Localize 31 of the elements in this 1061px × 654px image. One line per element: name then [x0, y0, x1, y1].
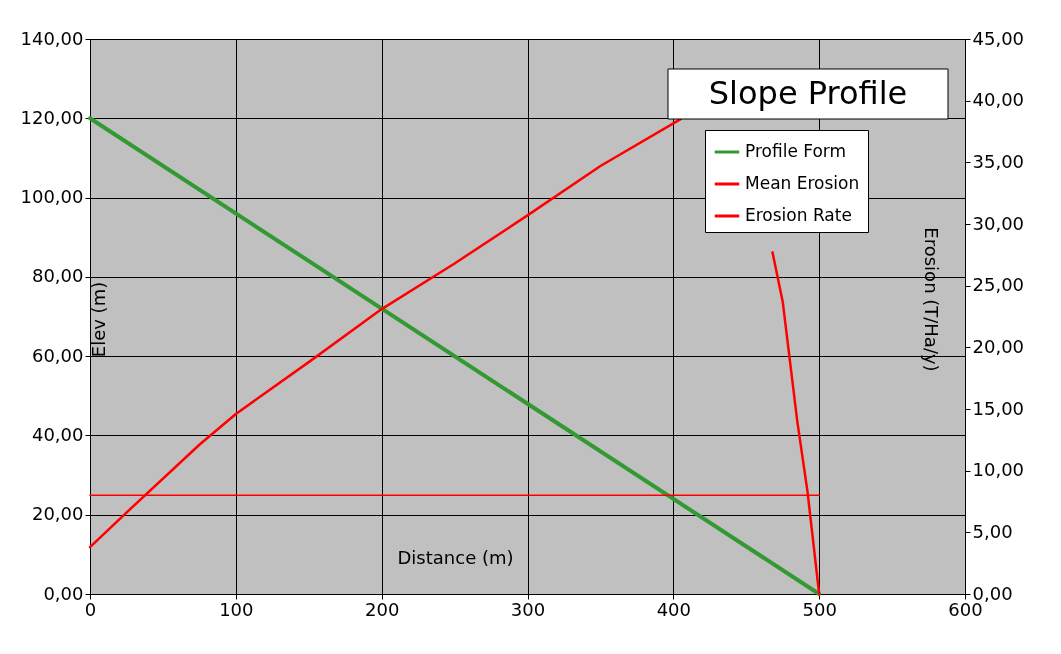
x-tick-label: 200 — [364, 598, 400, 620]
y2-tick-label: 0,00 — [972, 582, 1013, 604]
y2-tick-label: 30,00 — [972, 212, 1025, 234]
x-tick-label: 300 — [510, 598, 546, 620]
legend-label: Profile Form — [745, 141, 847, 161]
x-axis-title: Distance (m) — [397, 546, 514, 568]
y2-tick-label: 40,00 — [972, 89, 1025, 111]
x-tick-label: 0 — [84, 598, 97, 620]
y2-tick-label: 25,00 — [972, 274, 1025, 296]
x-tick-label: 400 — [656, 598, 692, 620]
y-tick-label: 40,00 — [31, 423, 84, 445]
x-tick-label: 500 — [802, 598, 837, 620]
y-tick-label: 20,00 — [31, 503, 84, 525]
y-tick-label: 80,00 — [31, 265, 84, 287]
y2-tick-label: 20,00 — [972, 335, 1025, 357]
y-axis-title: Elev (m) — [87, 281, 109, 358]
y2-tick-label: 45,00 — [972, 27, 1025, 49]
y-tick-label: 100,00 — [20, 186, 84, 208]
x-tick-label: 100 — [219, 598, 254, 620]
legend-label: Mean Erosion — [745, 173, 860, 193]
y-tick-label: 0,00 — [43, 582, 84, 604]
y2-tick-label: 5,00 — [972, 520, 1013, 542]
y-tick-label: 60,00 — [31, 344, 84, 366]
y2-axis-title: Erosion (T/Ha/y) — [920, 227, 942, 372]
legend-label: Erosion Rate — [745, 205, 852, 225]
y-tick-label: 140,00 — [20, 27, 84, 49]
y2-tick-label: 15,00 — [972, 397, 1025, 419]
y2-tick-label: 10,00 — [972, 459, 1025, 481]
y2-tick-label: 35,00 — [972, 150, 1025, 172]
text: Slope Profile — [708, 74, 908, 112]
y-tick-label: 120,00 — [20, 106, 84, 128]
